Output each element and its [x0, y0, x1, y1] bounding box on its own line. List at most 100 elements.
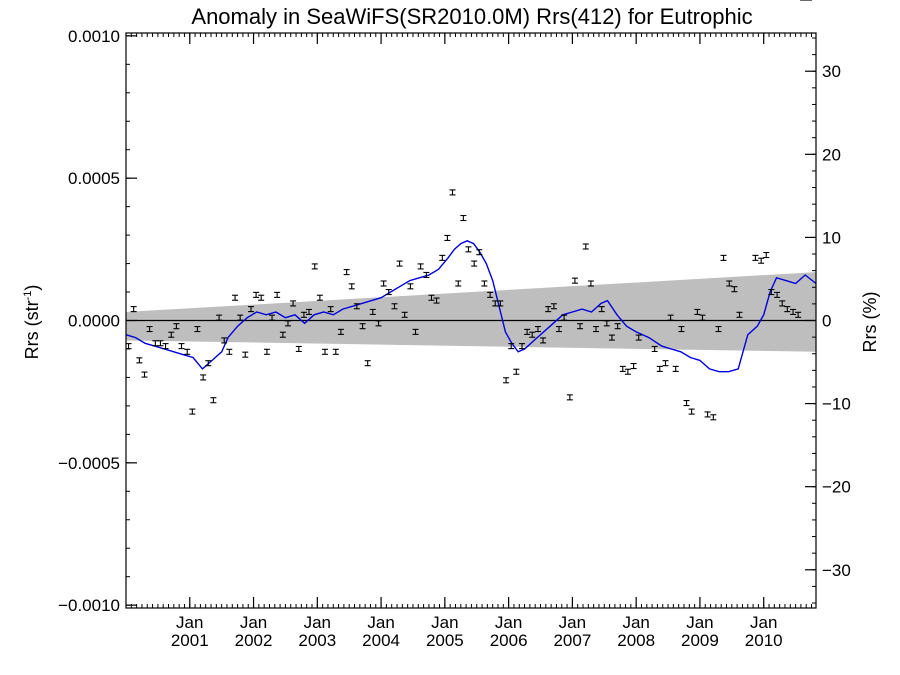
x-tick-label-year: 2008: [617, 631, 655, 650]
data-point: [471, 260, 478, 267]
data-point: [763, 251, 770, 259]
data-point: [316, 294, 323, 301]
data-point: [375, 320, 382, 327]
data-point: [401, 311, 408, 318]
data-point: [189, 408, 196, 415]
data-point: [736, 311, 743, 318]
x-tick-label-year: 2009: [681, 631, 719, 650]
data-point: [460, 214, 467, 222]
data-point: [332, 348, 339, 355]
data-point: [731, 286, 738, 293]
y-right-tick-label: 20: [822, 145, 841, 164]
data-point: [295, 345, 302, 353]
data-point: [726, 280, 733, 287]
data-point: [194, 325, 201, 333]
y-right-tick-label: −10: [822, 395, 851, 414]
data-point: [774, 291, 781, 298]
data-point: [656, 365, 663, 372]
data-point: [444, 234, 451, 242]
data-point: [136, 357, 143, 364]
data-point: [566, 394, 573, 401]
data-point: [290, 300, 297, 307]
data-point: [226, 348, 233, 355]
y-left-tick-label: 0.0005: [68, 169, 120, 188]
x-tick-label-month: Jan: [367, 613, 394, 632]
y-left-tick-label: 0.0010: [68, 27, 120, 46]
y-axis-right-label: Rrs (%): [860, 292, 880, 353]
x-tick-label-month: Jan: [240, 613, 267, 632]
y-axis-left-label-close: ): [22, 285, 42, 291]
x-tick-label-month: Jan: [750, 613, 777, 632]
data-point: [592, 325, 599, 333]
data-point: [162, 343, 169, 350]
data-point: [534, 325, 541, 333]
data-point: [146, 325, 153, 333]
data-point: [556, 325, 563, 333]
data-point: [624, 368, 631, 375]
data-point: [720, 254, 727, 261]
data-point: [348, 283, 355, 290]
x-tick-label-month: Jan: [495, 613, 522, 632]
data-point: [205, 360, 212, 367]
data-point: [524, 328, 531, 335]
data-point: [274, 291, 281, 298]
data-point: [168, 331, 175, 338]
data-point: [715, 325, 722, 333]
data-point: [672, 365, 679, 372]
y-axis-left-label-superscript: -1: [22, 291, 34, 301]
x-tick-label-month: Jan: [431, 613, 458, 632]
data-point: [141, 371, 148, 378]
data-point: [678, 325, 685, 333]
data-point: [587, 280, 594, 287]
data-point: [423, 271, 430, 279]
data-point: [768, 288, 775, 296]
data-point: [784, 306, 791, 313]
data-point: [465, 246, 472, 253]
data-point: [577, 323, 584, 330]
data-point: [635, 334, 642, 341]
data-point: [545, 306, 552, 313]
x-tick-label-year: 2002: [235, 631, 273, 650]
y-axis-left-label-main: Rrs (str: [22, 300, 42, 359]
data-point: [216, 314, 223, 321]
data-point: [412, 328, 419, 335]
data-point: [269, 314, 276, 321]
data-point: [710, 414, 717, 421]
x-tick-label-month: Jan: [304, 613, 331, 632]
data-point: [385, 288, 392, 296]
data-point: [752, 254, 759, 261]
data-point: [688, 408, 695, 415]
x-tick-label-month: Jan: [622, 613, 649, 632]
y-right-tick-label: −20: [822, 478, 851, 497]
trend-line: [125, 240, 817, 373]
data-point: [455, 280, 462, 287]
data-point: [608, 334, 615, 341]
data-point: [221, 337, 228, 344]
data-point: [263, 348, 270, 355]
data-point: [487, 291, 494, 298]
data-point: [279, 331, 286, 338]
data-point: [433, 297, 440, 304]
data-point: [130, 306, 137, 313]
data-point: [311, 263, 318, 270]
data-point: [662, 360, 669, 367]
data-point: [284, 320, 291, 327]
x-tick-label-month: Jan: [176, 613, 203, 632]
data-point: [582, 243, 589, 250]
data-point: [343, 269, 350, 276]
y-right-tick-label: 30: [822, 62, 841, 81]
data-point: [619, 365, 626, 372]
data-points-layer: [125, 0, 812, 421]
data-point: [242, 351, 249, 358]
data-point: [258, 294, 265, 301]
data-point: [157, 340, 164, 347]
data-point: [396, 260, 403, 267]
data-point: [173, 323, 180, 330]
data-point: [704, 411, 711, 418]
data-point: [439, 254, 446, 261]
data-point: [790, 308, 797, 316]
data-point: [492, 300, 499, 307]
y-axis-left-label: Rrs (str-1): [22, 285, 42, 360]
chart-title: Anomaly in SeaWiFS(SR2010.0M) Rrs(412) f…: [191, 4, 752, 29]
